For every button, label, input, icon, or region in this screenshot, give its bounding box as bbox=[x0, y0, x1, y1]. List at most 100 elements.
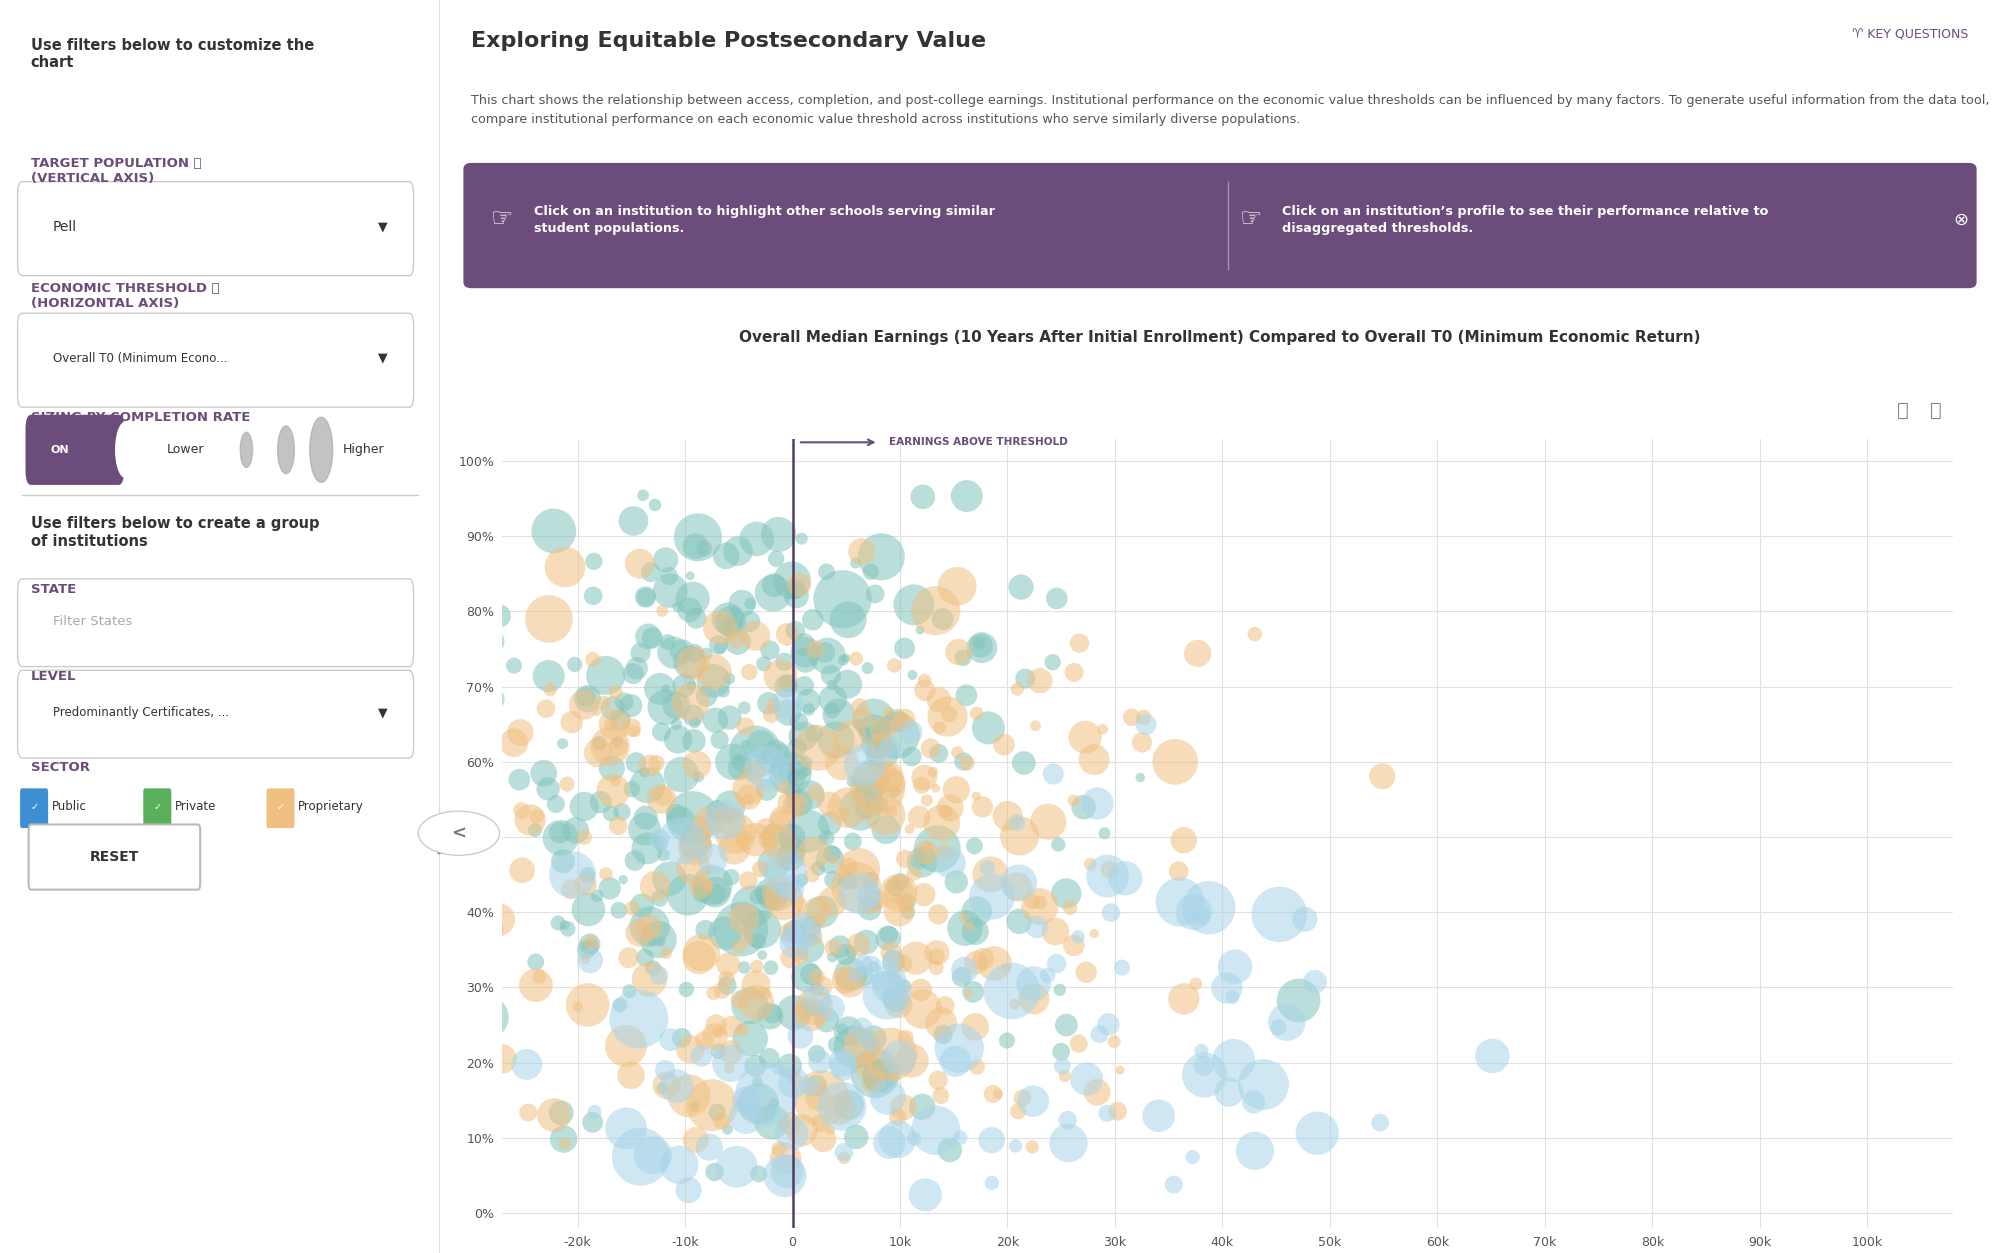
Point bbox=[654, 580, 686, 600]
Point bbox=[562, 997, 594, 1017]
Point bbox=[878, 782, 910, 802]
Point bbox=[1184, 906, 1216, 926]
Point bbox=[608, 870, 640, 890]
Point bbox=[860, 719, 892, 739]
Point bbox=[506, 801, 538, 821]
Point bbox=[1058, 936, 1090, 956]
Point bbox=[472, 1007, 504, 1027]
Point bbox=[1104, 1060, 1136, 1080]
Point bbox=[680, 1130, 712, 1150]
Point bbox=[560, 821, 592, 841]
Point bbox=[784, 895, 816, 915]
Point bbox=[680, 833, 712, 853]
Point bbox=[750, 1084, 782, 1104]
Point bbox=[762, 525, 794, 545]
Point bbox=[730, 1090, 762, 1110]
Point bbox=[604, 995, 636, 1015]
Point bbox=[926, 609, 958, 629]
Point bbox=[960, 703, 992, 723]
Point bbox=[666, 811, 698, 831]
Point bbox=[1128, 708, 1160, 728]
Point bbox=[628, 947, 660, 967]
Point bbox=[836, 832, 868, 852]
Point bbox=[792, 821, 824, 841]
Point bbox=[728, 908, 760, 928]
Point bbox=[872, 702, 904, 722]
Point bbox=[498, 733, 530, 753]
Point bbox=[646, 789, 678, 809]
Point bbox=[874, 1045, 906, 1065]
Point bbox=[590, 665, 622, 685]
Circle shape bbox=[418, 811, 500, 856]
Point bbox=[556, 865, 588, 885]
Point bbox=[1050, 883, 1082, 903]
Point bbox=[854, 1032, 886, 1053]
Point bbox=[650, 1060, 682, 1080]
Point bbox=[590, 863, 622, 883]
Point bbox=[874, 737, 906, 757]
Point bbox=[532, 779, 564, 799]
Point bbox=[932, 707, 964, 727]
Point bbox=[766, 741, 798, 761]
Point bbox=[794, 1076, 826, 1096]
Point bbox=[648, 845, 680, 865]
Point bbox=[726, 1020, 758, 1040]
Point bbox=[688, 1030, 720, 1050]
Point bbox=[798, 927, 830, 947]
Point bbox=[764, 833, 796, 853]
Point bbox=[926, 1025, 958, 1045]
Point bbox=[906, 999, 938, 1019]
Point bbox=[756, 704, 788, 724]
Text: ECONOMIC THRESHOLD ⓘ
(HORIZONTAL AXIS): ECONOMIC THRESHOLD ⓘ (HORIZONTAL AXIS) bbox=[30, 282, 220, 309]
Point bbox=[1048, 1066, 1080, 1086]
Point bbox=[702, 635, 734, 655]
Point bbox=[706, 1111, 738, 1131]
Point bbox=[618, 722, 650, 742]
Point bbox=[884, 872, 916, 892]
Point bbox=[910, 791, 942, 811]
Point bbox=[850, 799, 882, 819]
Point bbox=[788, 727, 820, 747]
Point bbox=[294, 855, 326, 875]
Point bbox=[738, 761, 770, 781]
Point bbox=[792, 699, 824, 719]
Point bbox=[674, 565, 706, 585]
Point bbox=[860, 1063, 892, 1083]
Point bbox=[714, 796, 746, 816]
Point bbox=[802, 901, 834, 921]
Point bbox=[378, 1002, 410, 1022]
Point bbox=[864, 739, 896, 759]
Point bbox=[754, 1006, 786, 1026]
Point bbox=[772, 923, 804, 944]
Point bbox=[814, 665, 846, 685]
Point bbox=[848, 952, 880, 972]
Point bbox=[754, 887, 786, 907]
Point bbox=[810, 828, 842, 848]
Point bbox=[794, 938, 826, 959]
Point bbox=[624, 554, 656, 574]
Point bbox=[808, 1129, 840, 1149]
Point bbox=[600, 772, 632, 792]
FancyBboxPatch shape bbox=[464, 163, 1976, 288]
Point bbox=[844, 799, 876, 819]
Point bbox=[462, 768, 494, 788]
Point bbox=[786, 798, 818, 818]
Point bbox=[520, 952, 552, 972]
Point bbox=[762, 1059, 794, 1079]
Point bbox=[644, 828, 676, 848]
Point bbox=[1262, 1017, 1294, 1037]
Point bbox=[512, 1103, 544, 1123]
Point bbox=[594, 714, 626, 734]
Point bbox=[524, 967, 556, 987]
Point bbox=[848, 720, 880, 741]
Point bbox=[906, 852, 938, 872]
Point bbox=[948, 907, 980, 927]
Point bbox=[466, 741, 498, 761]
Point bbox=[778, 579, 810, 599]
Point bbox=[1054, 897, 1086, 917]
Point bbox=[680, 536, 712, 556]
Point bbox=[774, 1114, 806, 1134]
Point bbox=[756, 1111, 788, 1131]
Point bbox=[694, 1138, 726, 1158]
Point bbox=[752, 693, 784, 713]
